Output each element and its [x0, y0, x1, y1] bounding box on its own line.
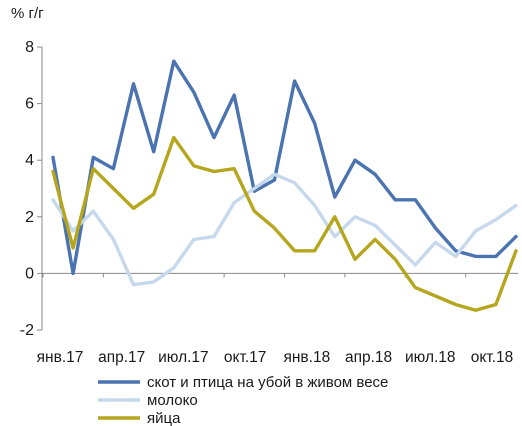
y-tick-label: 4 — [25, 152, 34, 169]
legend: скот и птица на убой в живом весемолокоя… — [98, 374, 388, 426]
y-axis-unit-label: % г/г — [11, 5, 44, 22]
x-tick-label: июл.18 — [405, 349, 456, 366]
series-line-2 — [51, 172, 518, 287]
y-axis-ticks: -2 0 2 4 6 8 — [20, 39, 42, 339]
x-tick-label: апр.17 — [98, 349, 145, 366]
x-tick-label: янв.18 — [283, 349, 330, 366]
legend-label: скот и птица на убой в живом весе — [147, 374, 388, 391]
x-tick-label: апр.18 — [345, 349, 392, 366]
x-tick-label: янв.17 — [37, 349, 84, 366]
x-tick-label: окт.17 — [224, 349, 267, 366]
y-tick-label: 2 — [25, 209, 34, 226]
y-tick-label: 6 — [25, 96, 34, 113]
y-tick-label: 8 — [25, 39, 34, 56]
x-tick-label: июл.17 — [158, 349, 209, 366]
series-line-1 — [51, 59, 518, 276]
x-axis-ticks: янв.17 апр.17 июл.17 окт.17 янв.18 апр.18 июл.… — [37, 273, 514, 366]
legend-label: яйца — [147, 410, 181, 426]
series-line-3 — [51, 135, 518, 312]
series-lines — [51, 59, 518, 312]
x-tick-label: окт.18 — [471, 349, 514, 366]
y-tick-label: -2 — [20, 322, 34, 339]
y-tick-label: 0 — [25, 265, 34, 282]
legend-label: молоко — [147, 392, 198, 409]
